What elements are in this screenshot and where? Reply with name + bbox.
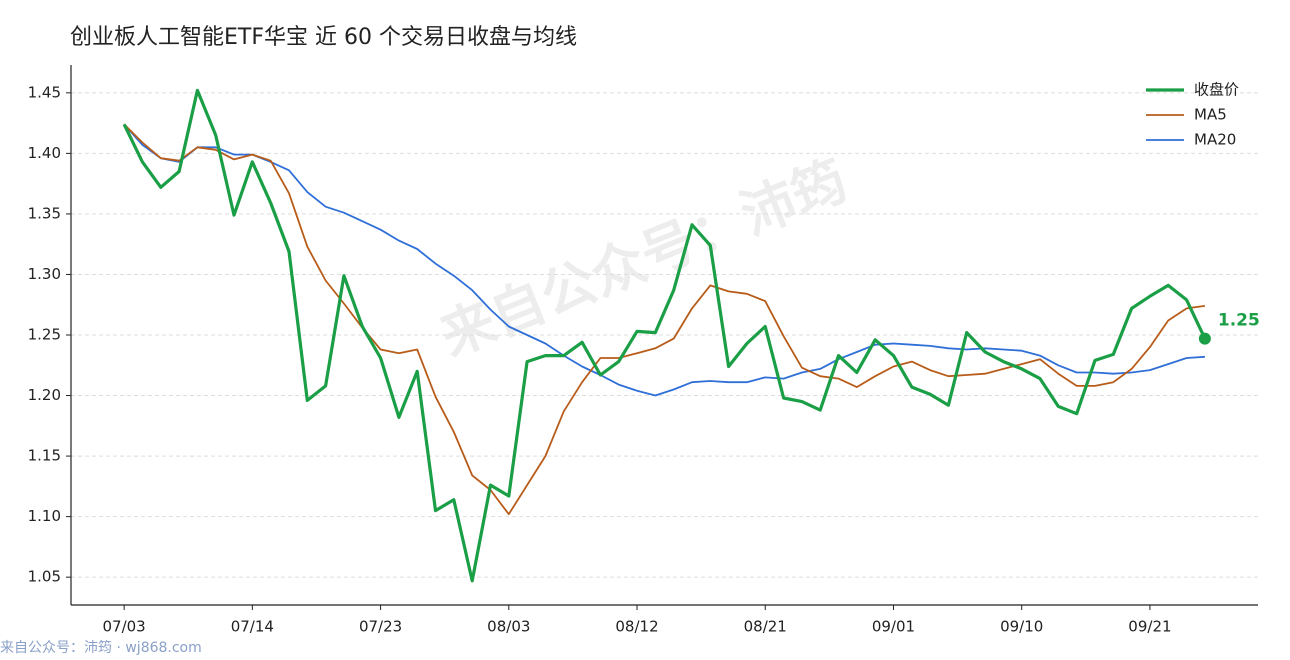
watermark: 来自公众号：沛筠 [431, 148, 855, 368]
series-line [122, 88, 1207, 583]
y-tick-label: 1.40 [28, 144, 61, 162]
y-tick-label: 1.30 [28, 265, 61, 283]
footer: 来自公众号：沛筠 · wj868.com [0, 639, 202, 656]
x-tick-label: 08/12 [615, 618, 658, 636]
y-tick-label: 1.35 [28, 204, 61, 222]
x-tick-label: 08/21 [744, 618, 787, 636]
y-tick-label: 1.25 [28, 326, 61, 344]
x-tick-label: 09/01 [872, 618, 915, 636]
series-line [123, 123, 1205, 397]
last-point [1198, 332, 1211, 345]
x-tick-label: 09/21 [1128, 618, 1171, 636]
x-tick-label: 08/03 [487, 618, 530, 636]
x-tick-label: 07/23 [359, 618, 402, 636]
value-label: 1.25 [1218, 311, 1260, 331]
chart-title: 创业板人工智能ETF华宝 近 60 个交易日收盘与均线 [70, 25, 577, 50]
legend-label: 收盘价 [1194, 81, 1239, 99]
y-tick-label: 1.20 [28, 386, 61, 404]
legend-label: MA5 [1194, 106, 1227, 124]
x-tick-label: 09/10 [1000, 618, 1043, 636]
y-tick-label: 1.15 [28, 447, 61, 465]
y-tick-label: 1.45 [28, 83, 61, 101]
x-tick-label: 07/03 [103, 618, 146, 636]
y-tick-label: 1.05 [28, 568, 61, 586]
x-tick-label: 07/14 [231, 618, 274, 636]
y-tick-label: 1.10 [28, 507, 61, 525]
legend-label: MA20 [1194, 131, 1236, 149]
series-line [123, 123, 1206, 516]
